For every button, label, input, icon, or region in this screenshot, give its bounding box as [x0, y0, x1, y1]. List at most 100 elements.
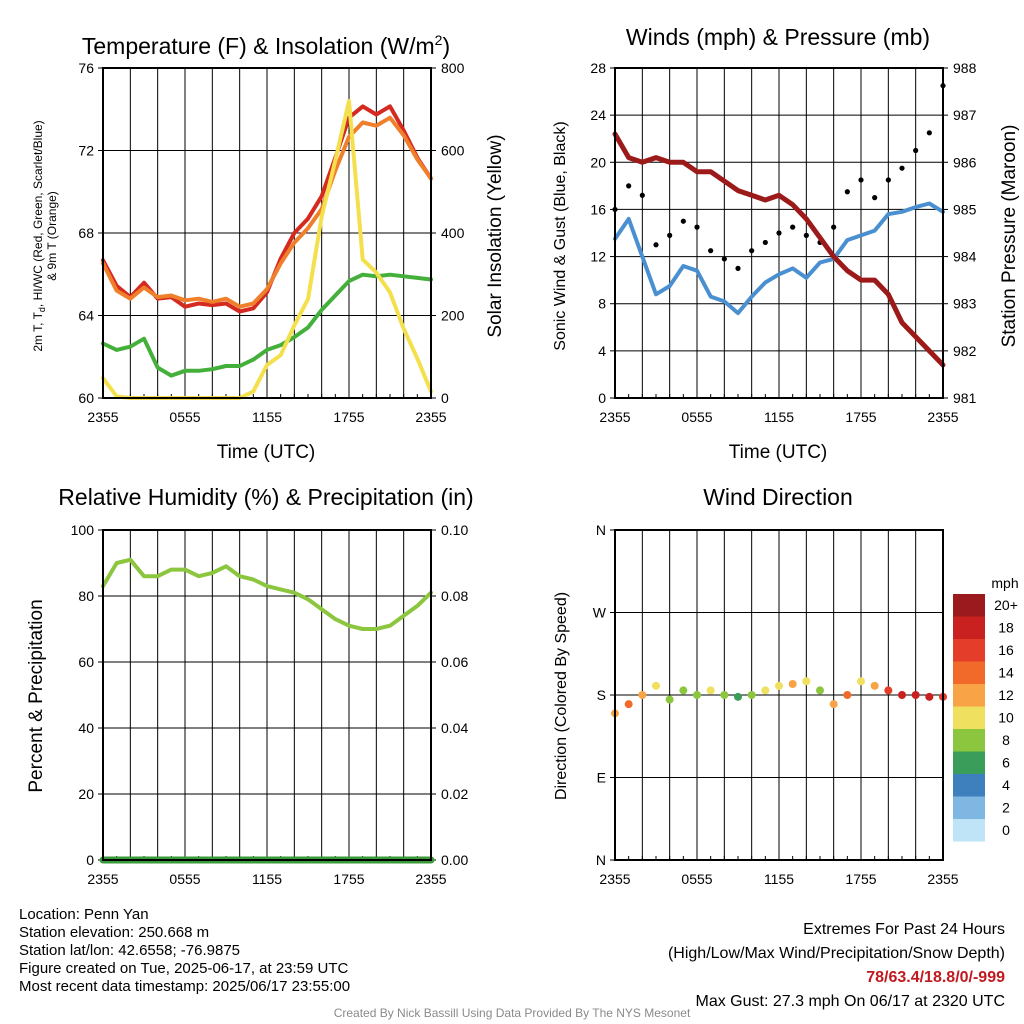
- dir-ylabel-left: Direction (Colored By Speed): [553, 592, 570, 800]
- x-tick-label: 0555: [681, 409, 712, 425]
- y-tick-label-left: 12: [590, 249, 606, 265]
- extremes-title: Extremes For Past 24 Hours: [803, 921, 1005, 938]
- legend-swatch: [953, 616, 985, 639]
- y-tick-label-left: 80: [78, 588, 94, 604]
- direction-point: [761, 686, 770, 695]
- x-tick-label: 2355: [599, 409, 630, 425]
- legend-label: 4: [1002, 777, 1010, 793]
- y-tick-label-right: 0.06: [441, 654, 468, 670]
- y-tick-label-left: 20: [78, 786, 94, 802]
- gust-point: [639, 192, 645, 198]
- legend-label: 2: [1002, 800, 1010, 816]
- gust-point: [831, 224, 837, 230]
- wind-direction-panel: N E S W N 2355 0555 1155 1755 2355: [593, 522, 959, 887]
- temp-ylabel-right: Solar Insolation (Yellow): [485, 134, 506, 337]
- legend-swatch: [953, 819, 985, 842]
- x-tick-label: 1755: [845, 871, 876, 887]
- x-tick-label: 1755: [333, 409, 364, 425]
- series-line: [612, 131, 946, 368]
- direction-point: [720, 691, 729, 699]
- y-tick-label-left: 28: [590, 60, 606, 76]
- y-tick-label-left: 60: [78, 654, 94, 670]
- gust-point: [926, 130, 932, 136]
- rh-ylabel-left: Percent & Precipitation: [26, 599, 47, 792]
- temp-xlabel: Time (UTC): [217, 442, 316, 463]
- direction-point: [624, 700, 633, 709]
- direction-point: [747, 691, 756, 699]
- direction-point: [843, 691, 852, 699]
- series-line: [101, 272, 433, 378]
- wind-xlabel: Time (UTC): [729, 442, 828, 463]
- temp-ylabel-left: 2m T, Td, HI/WC (Red, Green, Scarlet/Blu…: [31, 120, 47, 351]
- x-tick-label: 1155: [764, 409, 794, 425]
- legend-label: 8: [1002, 732, 1010, 748]
- x-tick-label: 1755: [333, 871, 364, 887]
- x-tick-label: 0555: [169, 409, 200, 425]
- direction-point: [665, 695, 674, 704]
- y-tick-label-left: 16: [590, 201, 606, 217]
- y-tick-label-right: 0: [441, 390, 449, 406]
- y-tick-label-right: 984: [953, 249, 977, 265]
- direction-point: [898, 691, 906, 699]
- direction-point: [652, 681, 660, 690]
- y-tick-label-left: 0: [598, 390, 606, 406]
- y-tick-label-left: 24: [590, 107, 606, 123]
- y-tick-label-left: E: [597, 770, 606, 786]
- direction-point: [775, 681, 783, 690]
- y-tick-label-right: 983: [953, 296, 977, 312]
- gust-point: [844, 189, 850, 195]
- figure-created: Figure created on Tue, 2025-06-17, at 23…: [19, 960, 349, 977]
- direction-point: [693, 691, 701, 699]
- plot-frame: [614, 529, 944, 861]
- y-tick-label-right: 0.04: [441, 720, 468, 736]
- wind-ylabel-left: Sonic Wind & Gust (Blue, Black): [552, 121, 569, 350]
- recent-timestamp: Most recent data timestamp: 2025/06/17 2…: [19, 978, 351, 995]
- speed-legend: 20+ 18 16 14 12 10 8 6 4 2 0: [953, 594, 1018, 842]
- winds-pressure-panel: 0 4 8 12 16 20 24 28 981 982 983 984 985 986 987 988 235…: [590, 60, 976, 425]
- extremes-info: Extremes For Past 24 Hours (High/Low/Max…: [668, 918, 1005, 1014]
- y-tick-label-right: 0.10: [441, 522, 468, 538]
- x-tick-label: 0555: [169, 871, 200, 887]
- legend-swatch: [953, 639, 985, 662]
- legend-swatch: [953, 594, 985, 617]
- max-gust: Max Gust: 27.3 mph On 06/17 at 2320 UTC: [695, 993, 1006, 1010]
- gust-point: [749, 248, 755, 254]
- y-tick-label-right: 600: [441, 143, 465, 159]
- x-tick-label: 2355: [927, 409, 958, 425]
- legend-label: 0: [1002, 822, 1010, 838]
- y-tick-label-left: 100: [71, 522, 95, 538]
- station-location: Location: Penn Yan: [19, 906, 149, 923]
- extremes-subtitle: (High/Low/Max Wind/Precipitation/Snow De…: [667, 945, 1005, 962]
- y-tick-label-right: 981: [953, 390, 977, 406]
- gust-point: [680, 218, 686, 224]
- gust-point: [735, 265, 741, 271]
- x-tick-label: 2355: [87, 409, 118, 425]
- x-tick-label: 2355: [415, 409, 446, 425]
- plot-frame: [614, 67, 944, 399]
- legend-swatch: [953, 661, 985, 684]
- gust-point: [885, 177, 891, 183]
- legend-swatch: [953, 774, 985, 797]
- direction-point: [706, 686, 715, 695]
- x-tick-label: 1755: [845, 409, 876, 425]
- direction-point: [925, 692, 934, 701]
- x-tick-label: 2355: [599, 871, 630, 887]
- y-tick-label-left: 8: [598, 296, 606, 312]
- direction-point: [638, 691, 647, 699]
- gust-point: [776, 230, 782, 236]
- temperature-panel: 60 64 68 72 76 0 200 400 600 800 2355 0555 1155 1755 2…: [78, 60, 464, 425]
- station-elevation: Station elevation: 250.668 m: [19, 924, 210, 941]
- y-tick-label-left: 72: [78, 143, 94, 159]
- y-tick-label-left: N: [596, 852, 606, 868]
- x-tick-label: 1155: [764, 871, 794, 887]
- direction-point: [679, 686, 688, 695]
- gust-point: [762, 239, 768, 246]
- gust-point: [708, 248, 714, 254]
- series-line: [101, 557, 433, 631]
- y-tick-label-right: 987: [953, 107, 977, 123]
- legend-swatch: [953, 796, 985, 819]
- direction-point: [870, 681, 879, 690]
- x-tick-label: 1155: [252, 871, 282, 887]
- y-tick-label-left: 0: [86, 852, 94, 868]
- gust-point: [858, 177, 864, 183]
